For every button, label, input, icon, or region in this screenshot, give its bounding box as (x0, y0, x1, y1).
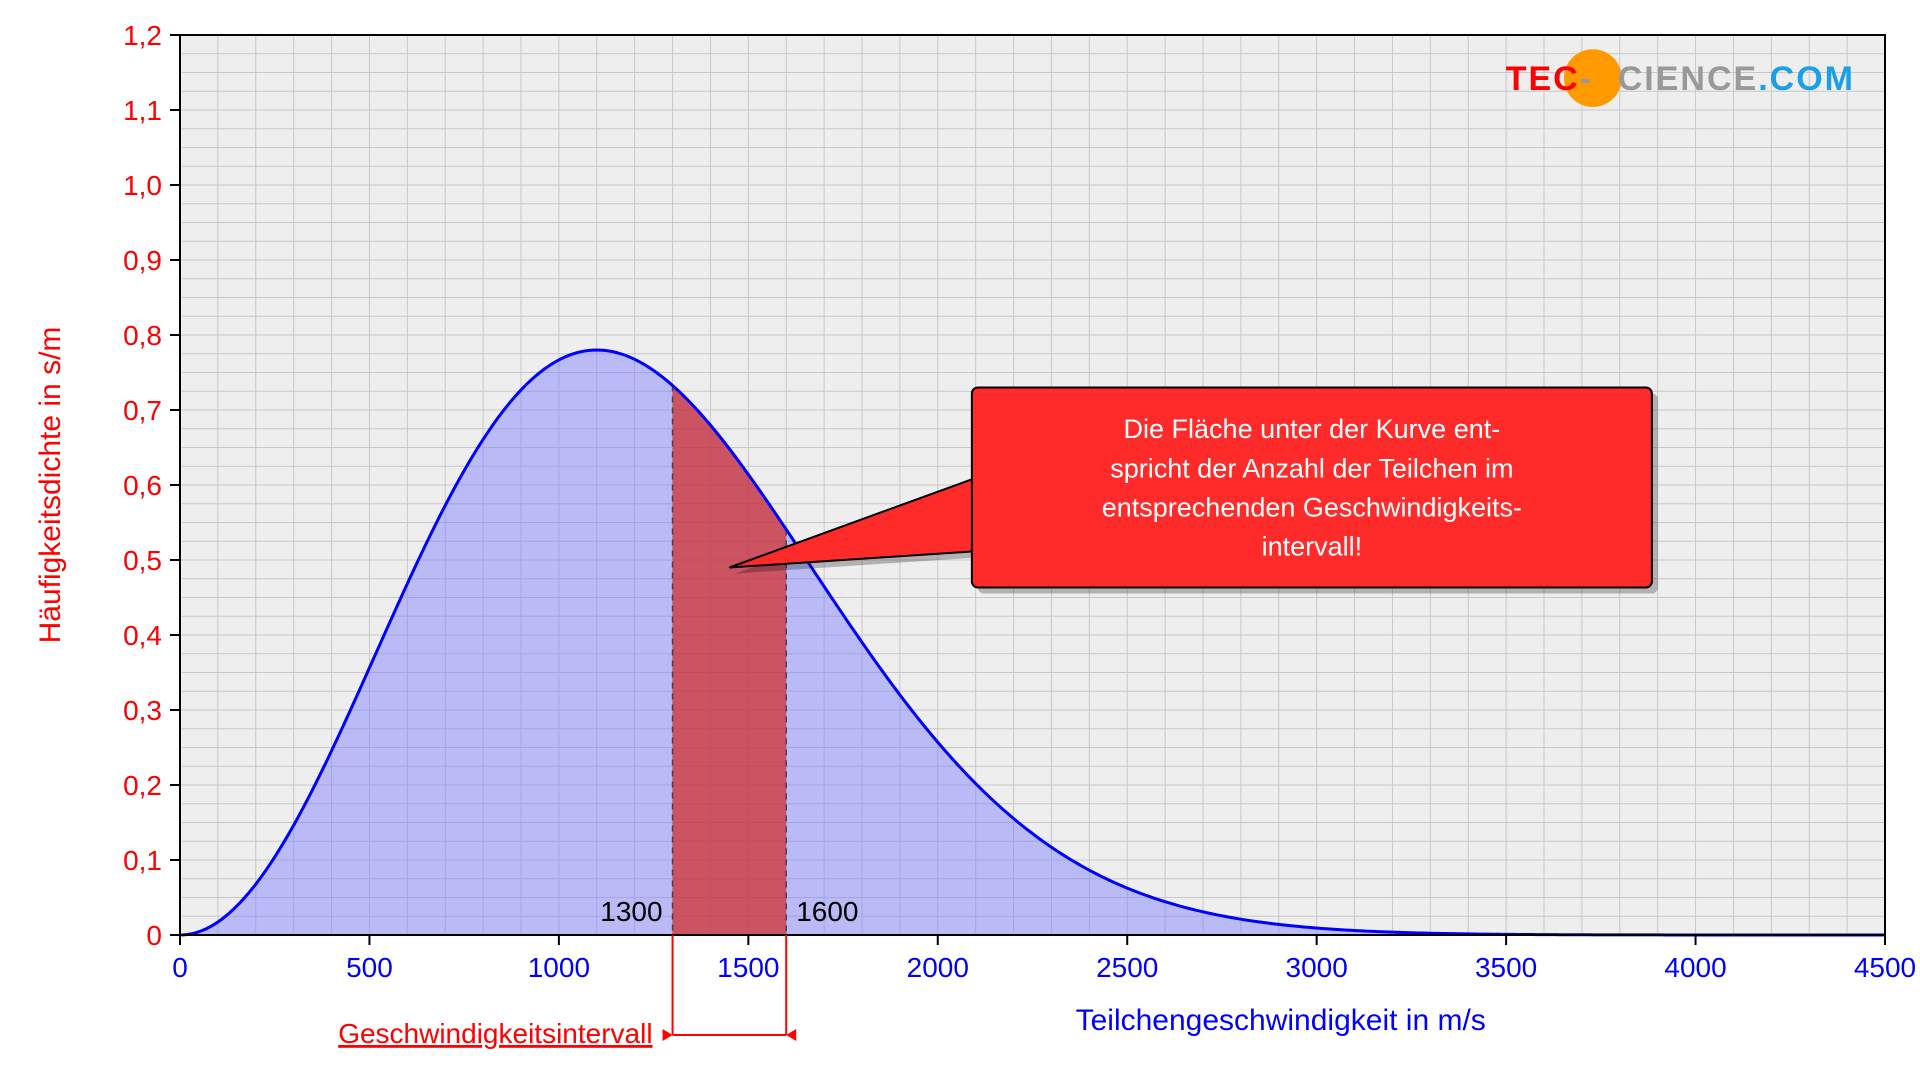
y-tick-label: 1,0 (123, 170, 162, 201)
x-tick-label: 3500 (1475, 952, 1537, 983)
callout-text: Die Fläche unter der Kurve ent- (1124, 414, 1501, 444)
highlight-label-1: 1300 (600, 896, 662, 927)
y-tick-label: 0 (146, 920, 162, 951)
callout-text: intervall! (1262, 532, 1363, 562)
y-tick-label: 0,7 (123, 395, 162, 426)
y-tick-label: 1,1 (123, 95, 162, 126)
callout-text: entsprechenden Geschwindigkeits- (1102, 493, 1522, 523)
y-tick-label: 0,4 (123, 620, 162, 651)
maxwell-boltzmann-chart: 0 500 1000 1500 2000 2500 3000 3500 4000 4500 0 0,1… (0, 0, 1920, 1080)
y-tick-label: 0,8 (123, 320, 162, 351)
x-tick-label: 500 (346, 952, 393, 983)
y-tick-label: 0,1 (123, 845, 162, 876)
y-tick-label: 1,2 (123, 20, 162, 51)
callout-text: spricht der Anzahl der Teilchen im (1110, 453, 1513, 483)
y-tick-label: 0,3 (123, 695, 162, 726)
x-tick-label: 2500 (1096, 952, 1158, 983)
y-tick-label: 0,6 (123, 470, 162, 501)
x-tick-label: 4000 (1664, 952, 1726, 983)
y-tick-label: 0,2 (123, 770, 162, 801)
x-axis-label: Teilchengeschwindigkeit in m/s (1076, 1004, 1486, 1037)
y-tick-label: 0,9 (123, 245, 162, 276)
x-tick-label: 1500 (717, 952, 779, 983)
svg-text:TEC-SCIENCE.COM: TEC-SCIENCE.COM (1506, 60, 1855, 98)
x-tick-label: 0 (172, 952, 188, 983)
x-tick-label: 3000 (1286, 952, 1348, 983)
y-tick-label: 0,5 (123, 545, 162, 576)
x-tick-label: 1000 (528, 952, 590, 983)
x-tick-label: 4500 (1854, 952, 1916, 983)
interval-label: Geschwindigkeitsintervall (338, 1018, 652, 1049)
highlight-label-2: 1600 (796, 896, 858, 927)
x-tick-label: 2000 (907, 952, 969, 983)
y-axis-label: Häufigkeitsdichte in s/m (34, 327, 67, 644)
